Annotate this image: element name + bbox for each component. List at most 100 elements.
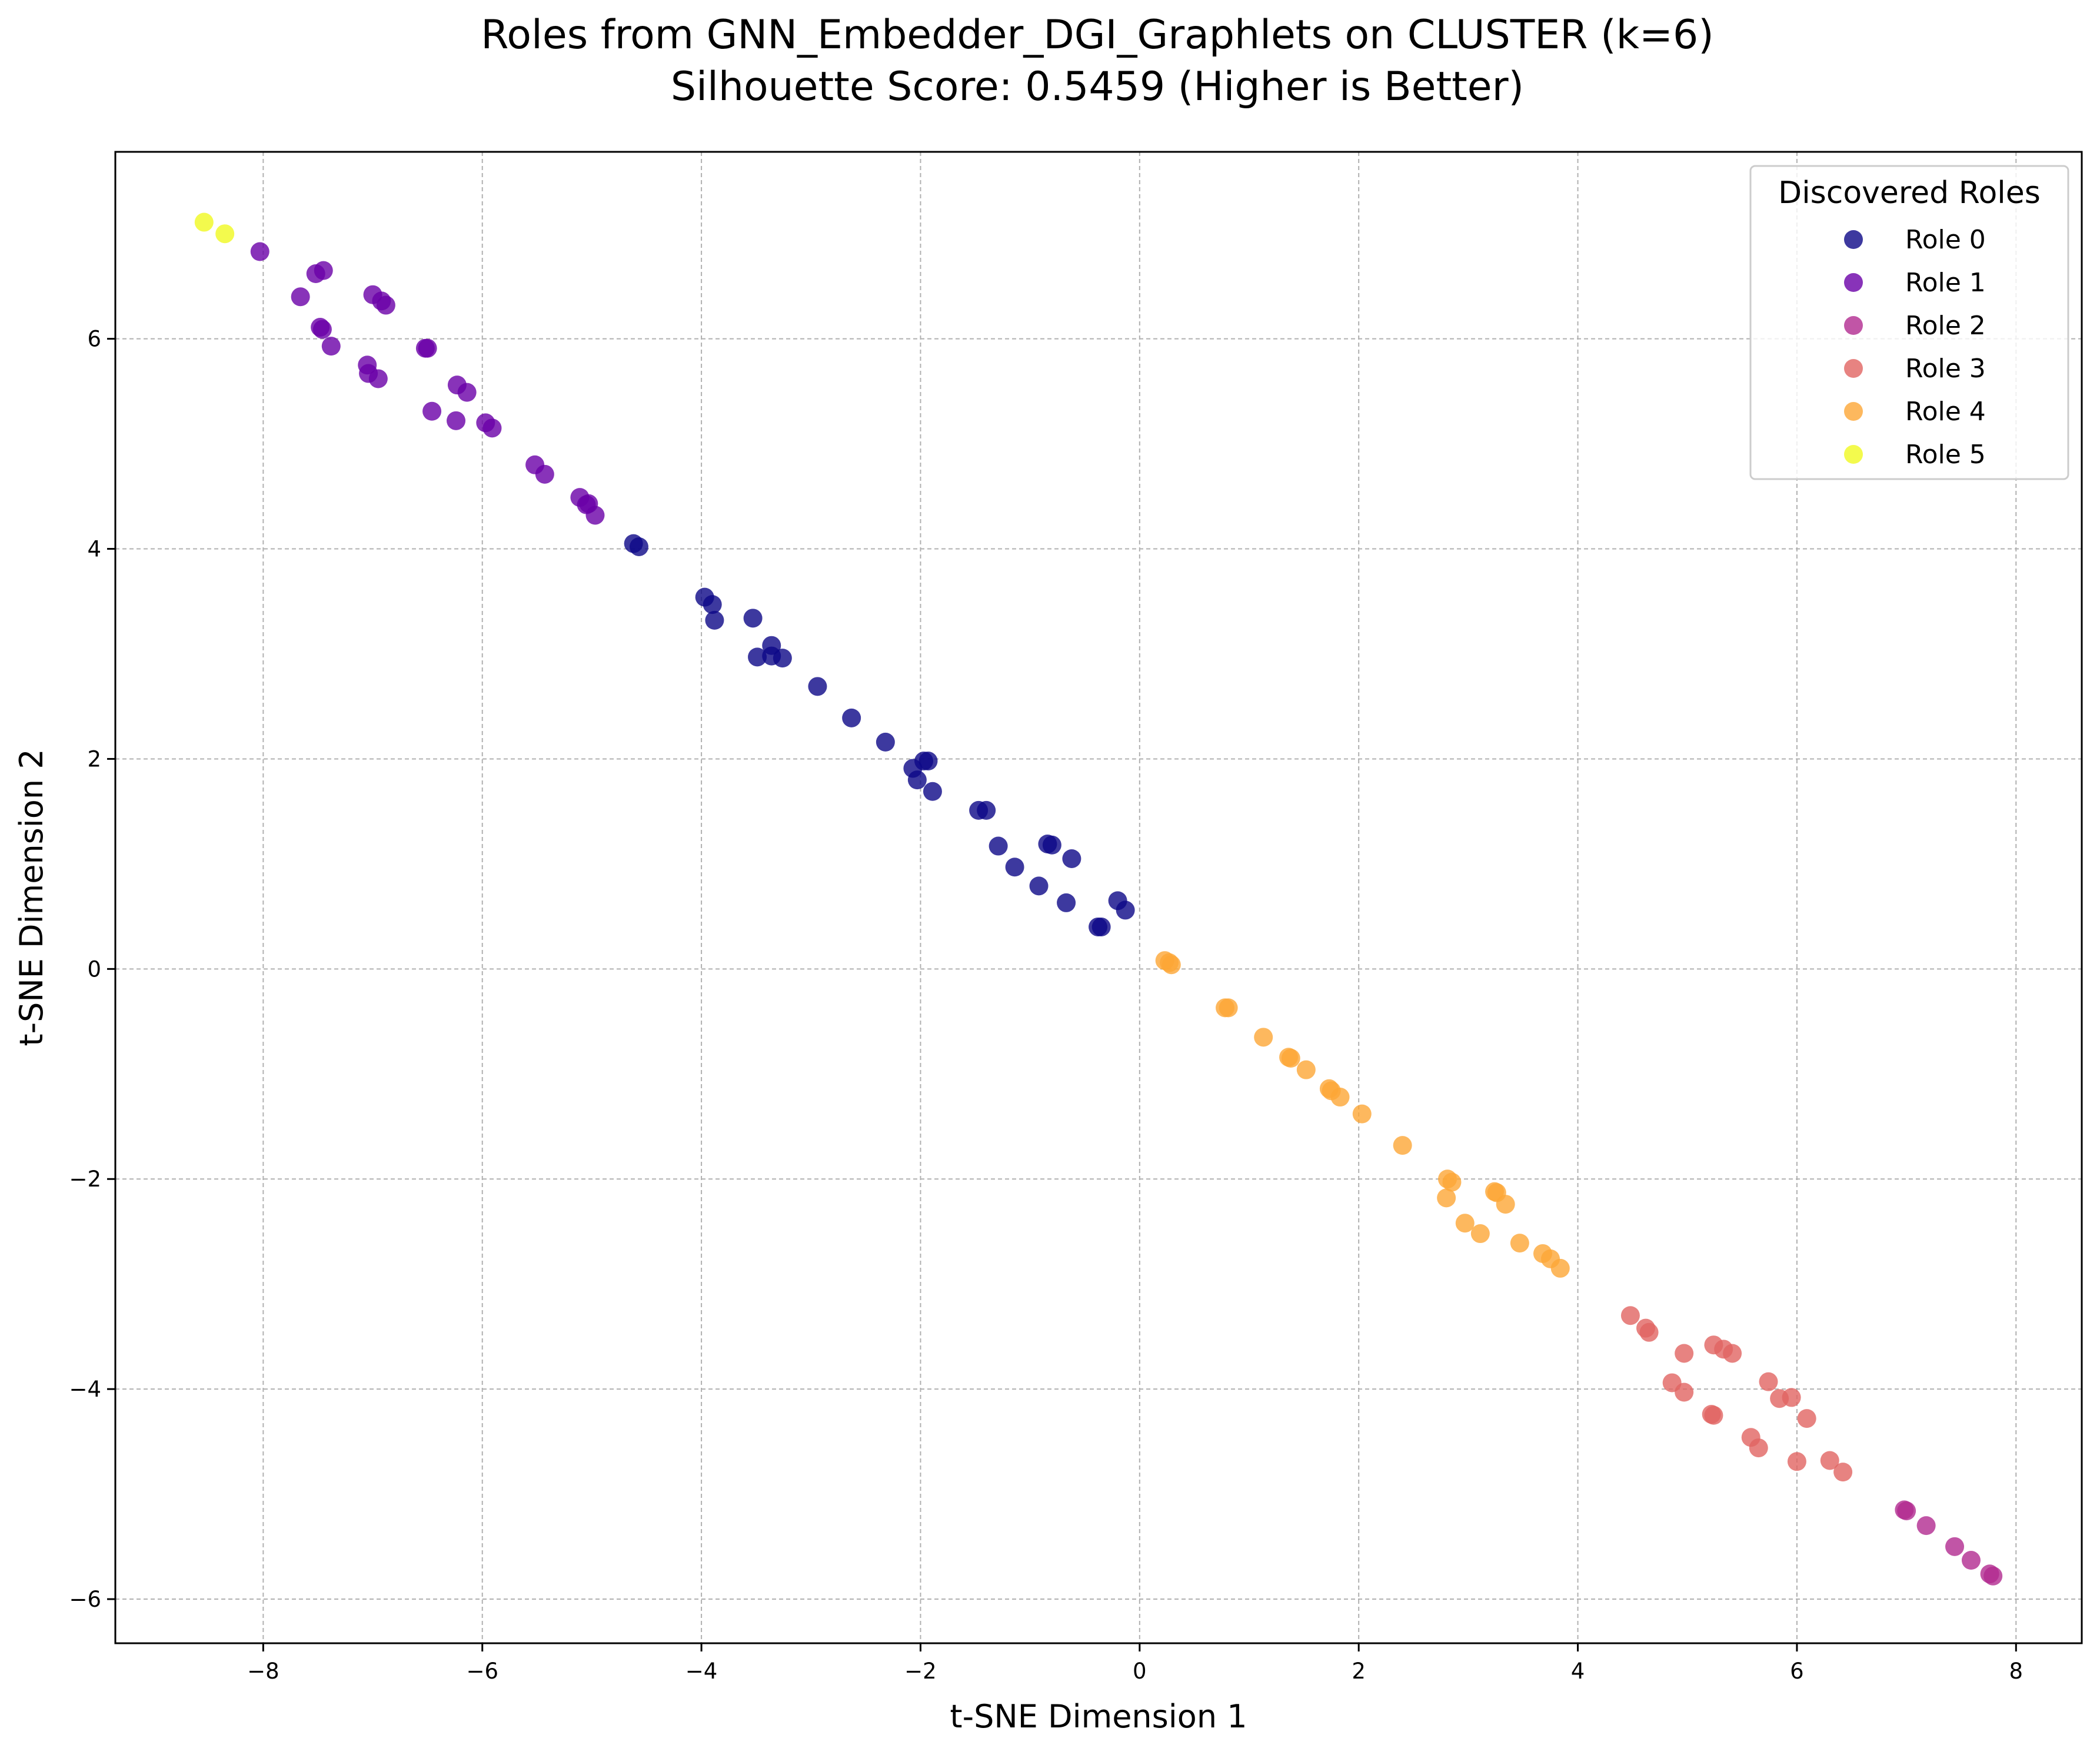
x-tick-label: 8 [2009, 1659, 2024, 1684]
x-tick-label: −2 [904, 1659, 937, 1684]
data-point [743, 609, 763, 628]
legend-label: Role 1 [1905, 268, 1986, 298]
data-point [748, 647, 767, 667]
data-point [250, 242, 269, 261]
data-point [321, 337, 341, 356]
legend-marker [1844, 230, 1863, 249]
data-point [312, 320, 332, 339]
data-point [1620, 1306, 1640, 1325]
data-point [1723, 1344, 1742, 1363]
data-point [918, 752, 938, 771]
chart-subtitle: Silhouette Score: 0.5459 (Higher is Bett… [671, 64, 1524, 110]
data-point [1352, 1104, 1372, 1124]
y-tick-label: 4 [87, 537, 101, 562]
data-point [1470, 1224, 1490, 1244]
data-point [1393, 1136, 1412, 1155]
data-point [1945, 1537, 1965, 1556]
data-point [1675, 1383, 1694, 1402]
data-point [215, 224, 235, 244]
data-point [1961, 1551, 1981, 1570]
legend-label: Role 3 [1905, 354, 1986, 384]
y-tick-label: 0 [87, 956, 101, 982]
data-point [1442, 1172, 1462, 1192]
series-role-4 [1155, 951, 1570, 1278]
legend-label: Role 4 [1905, 397, 1986, 427]
data-point [1162, 955, 1181, 975]
x-tick-label: 4 [1571, 1659, 1585, 1684]
data-point [585, 506, 605, 525]
axis-ticks: −8 −6 −4 −2 0 2 4 6 8 −6 −4 −2 0 2 4 6 [69, 327, 2023, 1684]
series-role-2 [1895, 1500, 2003, 1586]
data-point [1510, 1234, 1529, 1253]
data-point [629, 537, 648, 556]
data-point [989, 836, 1008, 856]
data-points [194, 212, 2003, 1586]
data-point [418, 338, 437, 358]
data-point [291, 287, 310, 307]
data-point [1833, 1463, 1853, 1482]
data-point [876, 732, 895, 752]
data-point [907, 770, 927, 790]
data-point [1057, 893, 1076, 912]
data-point [1296, 1060, 1316, 1079]
data-point [1704, 1405, 1723, 1425]
data-point [314, 261, 333, 280]
legend-marker [1844, 402, 1863, 421]
y-tick-label: −4 [69, 1377, 101, 1402]
legend-label: Role 2 [1905, 311, 1986, 341]
data-point [376, 295, 395, 315]
data-point [1820, 1451, 1839, 1470]
x-axis-label: t-SNE Dimension 1 [950, 1698, 1247, 1735]
legend-marker [1844, 273, 1863, 292]
data-point [422, 401, 442, 421]
x-tick-label: 6 [1790, 1659, 1804, 1684]
data-point [1675, 1344, 1694, 1363]
data-point [1005, 858, 1024, 877]
data-point [1116, 900, 1135, 920]
data-point [194, 212, 214, 232]
data-point [1496, 1195, 1515, 1214]
data-point [457, 383, 477, 402]
data-point [1455, 1214, 1475, 1233]
data-point [482, 418, 502, 438]
data-point [1437, 1188, 1456, 1208]
data-point [1062, 849, 1081, 868]
data-point [1254, 1028, 1273, 1047]
data-point [703, 595, 722, 614]
series-role-0 [624, 534, 1135, 936]
legend-entries: Role 0 Role 1 Role 2 Role 3 Role 4 Role 5 [1844, 225, 1986, 470]
x-tick-label: 0 [1133, 1659, 1147, 1684]
x-tick-label: −6 [466, 1659, 498, 1684]
series-role-1 [250, 242, 605, 525]
y-tick-label: −6 [69, 1587, 101, 1612]
data-point [1797, 1409, 1816, 1428]
data-point [1897, 1501, 1916, 1521]
data-point [842, 708, 861, 727]
data-point [977, 800, 996, 820]
y-tick-label: 6 [87, 327, 101, 352]
data-point [1330, 1088, 1350, 1107]
plot-frame [114, 151, 2083, 1644]
data-point [1787, 1452, 1806, 1471]
data-point [1550, 1258, 1570, 1278]
grid-lines [115, 152, 2082, 1643]
data-point [923, 782, 942, 801]
data-point [1782, 1388, 1801, 1407]
data-point [1983, 1566, 2003, 1586]
data-point [1916, 1516, 1936, 1536]
data-point [1029, 876, 1049, 896]
y-tick-label: 2 [87, 746, 101, 772]
y-axis-label: t-SNE Dimension 2 [13, 749, 50, 1046]
data-point [1091, 917, 1111, 936]
data-point [535, 464, 554, 484]
data-point [1759, 1372, 1778, 1391]
data-point [1219, 998, 1238, 1018]
data-point [1639, 1322, 1659, 1342]
data-point [447, 411, 466, 430]
data-point [773, 649, 792, 668]
legend-marker [1844, 359, 1863, 378]
legend-label: Role 0 [1905, 225, 1986, 255]
legend-marker [1844, 316, 1863, 335]
x-tick-label: 2 [1352, 1659, 1366, 1684]
